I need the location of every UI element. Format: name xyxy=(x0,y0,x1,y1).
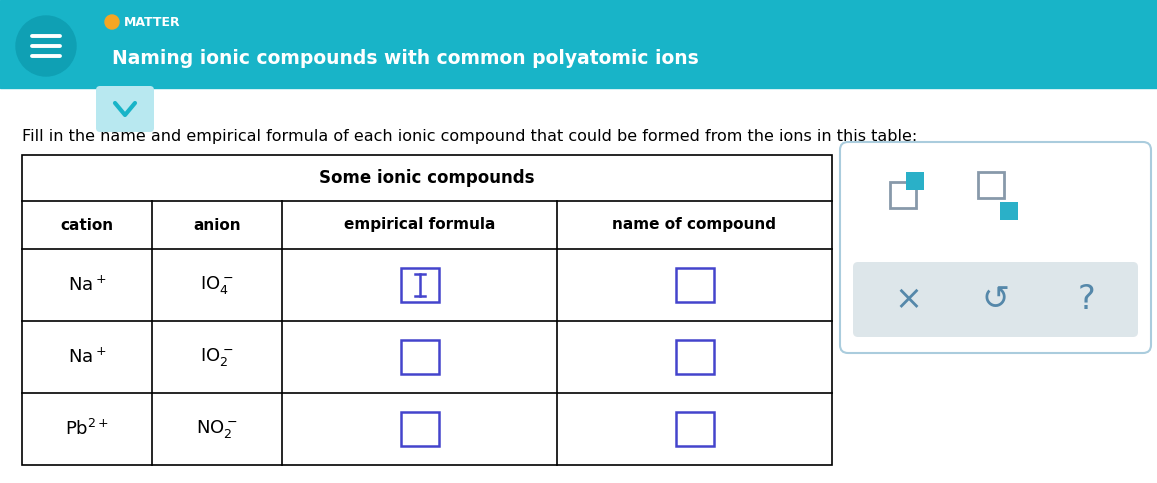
FancyBboxPatch shape xyxy=(96,86,154,132)
Bar xyxy=(400,412,439,446)
Text: IO$_2^-$: IO$_2^-$ xyxy=(200,346,234,368)
Bar xyxy=(890,182,916,208)
Text: IO$_4^-$: IO$_4^-$ xyxy=(200,274,234,296)
Circle shape xyxy=(105,15,119,29)
Text: empirical formula: empirical formula xyxy=(344,217,495,232)
Text: MATTER: MATTER xyxy=(124,15,180,28)
Text: Na$^+$: Na$^+$ xyxy=(68,275,106,295)
Bar xyxy=(400,268,439,302)
Text: NO$_2^-$: NO$_2^-$ xyxy=(197,418,237,440)
Text: ?: ? xyxy=(1077,283,1095,316)
Text: ×: × xyxy=(894,283,922,316)
Bar xyxy=(676,340,714,374)
Text: Pb$^{2+}$: Pb$^{2+}$ xyxy=(65,419,109,439)
Text: Fill in the name and empirical formula of each ionic compound that could be form: Fill in the name and empirical formula o… xyxy=(22,128,918,143)
Bar xyxy=(0,0,1157,88)
Text: anion: anion xyxy=(193,217,241,232)
Bar xyxy=(978,172,1004,198)
Text: Some ionic compounds: Some ionic compounds xyxy=(319,169,535,187)
Bar xyxy=(676,412,714,446)
Bar xyxy=(676,268,714,302)
Text: Naming ionic compounds with common polyatomic ions: Naming ionic compounds with common polya… xyxy=(112,48,699,68)
Bar xyxy=(400,340,439,374)
Text: name of compound: name of compound xyxy=(612,217,776,232)
Text: cation: cation xyxy=(60,217,113,232)
Circle shape xyxy=(16,16,76,76)
Bar xyxy=(1000,202,1018,220)
Text: Na$^+$: Na$^+$ xyxy=(68,347,106,367)
FancyBboxPatch shape xyxy=(840,142,1151,353)
FancyBboxPatch shape xyxy=(853,262,1138,337)
Bar xyxy=(906,172,924,190)
Bar xyxy=(22,155,832,465)
Text: ↺: ↺ xyxy=(982,283,1010,316)
